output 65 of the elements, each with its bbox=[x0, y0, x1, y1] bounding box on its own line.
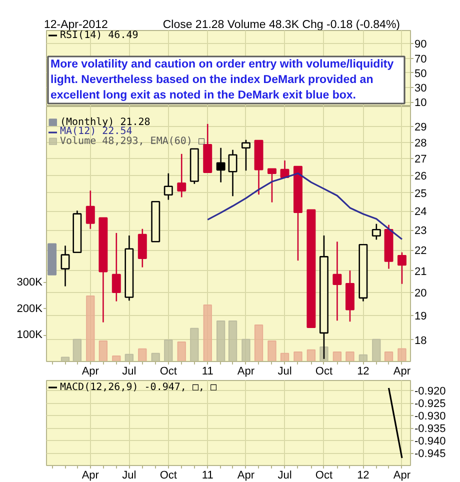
x-tick-label: Apr bbox=[237, 366, 255, 378]
x-tick-label: Apr bbox=[82, 366, 100, 378]
y-tick-label: 21 bbox=[414, 266, 427, 278]
candlestick bbox=[86, 190, 95, 230]
legend-label: (Monthly) 21.28 bbox=[60, 116, 150, 128]
text: MA(12) 22.54 bbox=[60, 126, 132, 137]
x-tick-label: Jul bbox=[278, 366, 292, 378]
candlestick bbox=[267, 168, 276, 203]
x-tick-label: Oct bbox=[160, 470, 177, 482]
x-tick-label: 12 bbox=[357, 470, 370, 482]
annotation: Close 21.28 Volume 48.3K Chg -0.18 (-0.84%) bbox=[162, 18, 400, 33]
y-tick-label: 26 bbox=[414, 170, 427, 182]
candlestick bbox=[60, 245, 70, 287]
x-tick-label: Apr bbox=[393, 470, 411, 482]
candlestick bbox=[372, 223, 381, 240]
candlestick bbox=[112, 232, 121, 302]
candlestick bbox=[397, 252, 406, 285]
candlestick bbox=[228, 149, 238, 197]
candlestick bbox=[138, 228, 147, 268]
candlestick bbox=[332, 241, 342, 322]
y-tick-label: -0.935 bbox=[414, 423, 446, 435]
x-tick-label: 12 bbox=[357, 366, 370, 378]
y-tick-label: 18 bbox=[414, 334, 427, 347]
y-tick-label: 19 bbox=[414, 310, 427, 323]
y2-tick-label: 100K bbox=[16, 329, 44, 342]
y-tick-label: 23 bbox=[414, 225, 427, 238]
legend-label: RSI(14) 46.49 bbox=[60, 30, 138, 40]
x-tick-label: Apr bbox=[237, 470, 255, 482]
x-tick-label: Oct bbox=[315, 470, 333, 482]
y-tick-label: 50 bbox=[414, 68, 427, 80]
y-tick-label: 28 bbox=[414, 137, 427, 150]
y-tick-label: -0.920 bbox=[414, 386, 446, 398]
y-tick-label: 25 bbox=[414, 188, 427, 200]
candlestick bbox=[216, 147, 226, 183]
y-tick-label: 70 bbox=[414, 53, 427, 66]
y-tick-label: 20 bbox=[414, 288, 427, 300]
annotation: More volatility and caution on order entry with volume/liquidity light. Nevertheless based on the index DeMark provided an excellent long exit as noted in the DeMark exit blue box. bbox=[50, 58, 394, 102]
x-tick-label: Apr bbox=[82, 470, 100, 482]
y-tick-label: -0.930 bbox=[414, 410, 446, 422]
legend-label: MACD(12,26,9) -0.947, □, □ bbox=[60, 382, 217, 392]
x-tick-label: 11 bbox=[202, 470, 214, 482]
y-tick-label: 10 bbox=[414, 97, 427, 110]
y2-tick-label: 200K bbox=[16, 302, 44, 315]
y-tick-label: 27 bbox=[414, 154, 427, 166]
y-tick-label: -0.925 bbox=[414, 398, 446, 410]
candlestick bbox=[241, 139, 250, 172]
y-tick-label: 22 bbox=[414, 245, 427, 258]
x-tick-label: Jul bbox=[122, 470, 136, 482]
annotation: 12-Apr-2012 bbox=[44, 18, 108, 31]
y-tick-label: 24 bbox=[414, 206, 427, 218]
x-tick-label: Oct bbox=[160, 366, 177, 378]
y-tick-label: -0.945 bbox=[414, 448, 446, 460]
x-tick-label: Jul bbox=[122, 366, 136, 378]
y-tick-label: 30 bbox=[414, 82, 427, 94]
y2-tick-label: 300K bbox=[16, 276, 44, 289]
y-tick-label: 90 bbox=[414, 38, 427, 51]
x-tick-label: Jul bbox=[278, 470, 292, 482]
x-tick-label: 11 bbox=[202, 366, 214, 378]
y-tick-label: -0.940 bbox=[414, 436, 446, 448]
legend-label: Volume 48,293, EMA(60) □ bbox=[60, 136, 204, 146]
x-tick-label: Oct bbox=[315, 366, 333, 378]
candlestick bbox=[164, 172, 173, 200]
x-tick-label: Apr bbox=[393, 366, 411, 378]
y-tick-label: 29 bbox=[414, 122, 427, 134]
candlestick bbox=[177, 153, 186, 198]
